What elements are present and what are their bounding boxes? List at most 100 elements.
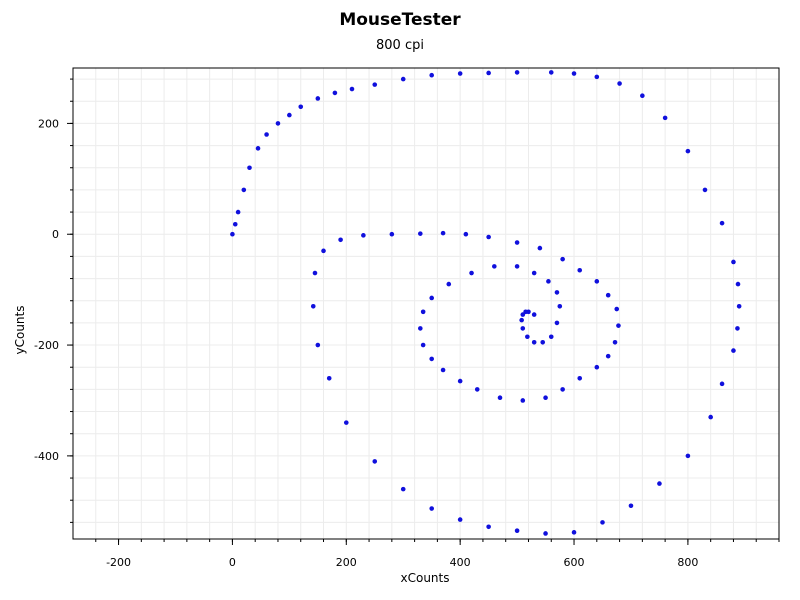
data-point <box>247 165 252 171</box>
data-point <box>612 339 618 345</box>
data-point <box>232 221 238 227</box>
x-tick-label: 400 <box>450 556 471 569</box>
data-point <box>640 93 645 99</box>
data-point <box>312 270 318 276</box>
y-tick-label: -400 <box>34 450 59 463</box>
x-tick-label: 800 <box>677 556 698 569</box>
data-point <box>546 279 551 284</box>
data-point <box>372 459 378 464</box>
data-point <box>605 292 611 298</box>
grid-layer <box>73 68 780 539</box>
data-point <box>614 306 620 312</box>
data-point <box>543 395 548 401</box>
data-point <box>702 187 708 193</box>
data-point <box>315 96 321 101</box>
data-point <box>332 90 338 96</box>
data-point <box>418 231 423 236</box>
data-point <box>457 378 463 384</box>
data-point <box>537 245 543 251</box>
data-point <box>735 281 741 287</box>
data-point <box>594 279 600 284</box>
data-point <box>321 248 326 254</box>
data-point <box>526 309 531 315</box>
x-tick-label: 200 <box>336 556 357 569</box>
data-point <box>560 256 565 262</box>
data-point <box>429 506 434 511</box>
data-point <box>540 339 546 345</box>
data-point <box>605 353 611 359</box>
chart-title: MouseTester <box>339 10 461 30</box>
data-point <box>520 326 526 331</box>
data-point <box>492 264 497 269</box>
data-point <box>594 74 600 80</box>
data-point <box>440 367 446 373</box>
data-point <box>571 530 577 535</box>
data-point <box>275 121 281 126</box>
data-point <box>255 146 261 151</box>
data-point <box>287 112 292 118</box>
data-point <box>514 240 520 245</box>
data-point <box>429 356 434 362</box>
data-point <box>474 387 480 392</box>
data-point <box>486 70 491 76</box>
data-points <box>230 70 742 536</box>
data-point <box>361 233 366 238</box>
data-point <box>554 320 560 326</box>
data-point <box>731 348 736 353</box>
data-point <box>264 132 269 137</box>
data-point <box>420 342 426 348</box>
axes-layer: -200 0 200 400 600 800 -400 -200 0 200 <box>34 67 780 569</box>
data-point <box>662 115 668 121</box>
data-point <box>708 414 713 420</box>
data-point <box>497 395 503 401</box>
data-point <box>525 334 530 340</box>
data-point <box>628 503 634 509</box>
data-point <box>463 231 469 237</box>
data-point <box>310 303 316 309</box>
data-point <box>548 334 554 340</box>
data-point <box>315 342 321 348</box>
data-point <box>520 312 526 317</box>
data-point <box>326 376 332 381</box>
data-point <box>235 209 241 215</box>
data-point <box>298 104 304 110</box>
x-tick-label: 600 <box>564 556 585 569</box>
data-point <box>446 281 452 287</box>
data-point <box>719 220 725 226</box>
data-point <box>736 303 742 309</box>
data-point <box>616 323 621 328</box>
data-point <box>543 531 548 536</box>
data-point <box>719 381 725 387</box>
data-point <box>400 76 406 82</box>
data-point <box>349 86 355 92</box>
data-point <box>548 70 554 75</box>
data-point <box>617 81 622 86</box>
data-point <box>440 230 446 236</box>
data-point <box>685 148 691 154</box>
data-point <box>685 453 691 459</box>
x-tick-label: 0 <box>229 556 236 569</box>
y-axis-title: yCounts <box>13 306 27 355</box>
data-point <box>429 72 434 78</box>
data-point <box>735 326 740 331</box>
data-point <box>514 528 520 533</box>
data-point <box>594 364 600 370</box>
data-point <box>577 376 583 381</box>
data-point <box>657 481 662 486</box>
data-point <box>457 517 463 522</box>
data-point <box>372 82 378 87</box>
data-point <box>457 71 463 76</box>
data-point <box>486 234 491 240</box>
data-point <box>531 312 537 317</box>
data-point <box>520 398 526 403</box>
data-point <box>429 295 434 301</box>
plot-frame <box>72 67 780 540</box>
data-point <box>557 303 563 309</box>
data-point <box>519 317 524 323</box>
data-point <box>343 420 349 425</box>
data-point <box>400 486 406 492</box>
data-point <box>514 264 520 269</box>
data-point <box>389 231 395 237</box>
x-axis-title: xCounts <box>401 571 450 585</box>
